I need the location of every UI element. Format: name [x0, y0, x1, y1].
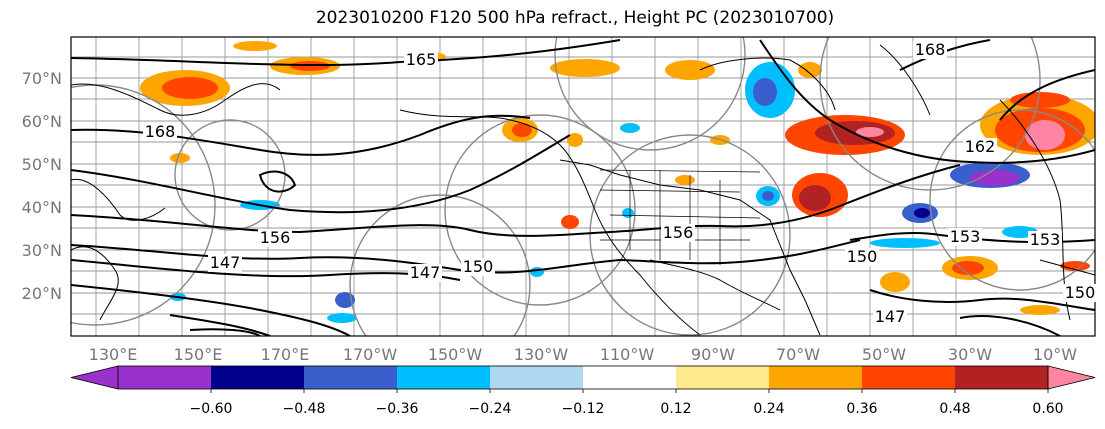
contour-label: 153 [1030, 230, 1061, 249]
colorbar-segment [490, 366, 584, 389]
contour-label-background [948, 228, 982, 246]
contour-label-background [208, 254, 242, 272]
contour-label-background [408, 264, 442, 282]
figure-title: 2023010200 F120 500 hPa refract., Height… [315, 8, 835, 28]
colorbar-tick-label: 0.48 [939, 401, 970, 417]
contour-label: 150 [1065, 283, 1096, 302]
latitude-label: 40°N [22, 198, 62, 217]
longitude-label: 10°W [1033, 345, 1077, 364]
colorbar-extend-high [1047, 365, 1096, 390]
colorbar-tick-label: −0.24 [469, 401, 512, 417]
contour-label-background [461, 258, 495, 276]
contour-label: 156 [260, 228, 291, 247]
colorbar-segment [769, 366, 863, 389]
contour-label: 147 [410, 263, 441, 282]
contour-label: 162 [965, 137, 996, 156]
longitude-label: 150°E [174, 345, 223, 364]
colorbar-ticks: −0.60 −0.48 −0.36 −0.24 −0.12 0.12 0.24 0.36 0.4… [190, 389, 1064, 417]
colorbar-tick-label: −0.48 [283, 401, 326, 417]
longitude-label: 70°W [776, 345, 820, 364]
colorbar-tick-label: −0.60 [190, 401, 233, 417]
contour-label: 147 [875, 307, 906, 326]
colorbar [70, 365, 1096, 390]
longitude-label: 90°W [691, 345, 735, 364]
latitude-label: 60°N [22, 112, 62, 131]
colorbar-segment [397, 366, 491, 389]
longitude-label: 130°E [89, 345, 138, 364]
contour-label-background [913, 41, 947, 59]
contour-label-background [873, 308, 907, 326]
colorbar-tick-label: −0.12 [562, 401, 605, 417]
contour-label-background [258, 229, 292, 247]
contour-label: 156 [663, 223, 694, 242]
longitude-labels: 130°E 150°E 170°E 170°W 150°W 130°W 110°W 90°W 7… [89, 345, 1078, 364]
colorbar-segment [304, 366, 398, 389]
contour-label-background [845, 248, 879, 266]
latitude-label: 20°N [22, 284, 62, 303]
longitude-label: 150°W [428, 345, 483, 364]
colorbar-extend-low [70, 365, 119, 390]
latitude-label: 70°N [22, 69, 62, 88]
contour-label: 147 [210, 253, 241, 272]
contour-label-background [963, 138, 997, 156]
contour-label: 168 [145, 122, 176, 141]
map-layers [71, 37, 1095, 336]
contour-label: 165 [406, 50, 437, 69]
longitude-label: 50°W [862, 345, 906, 364]
contour-labels: 165 168 168 156 147 147 150 156 150 153 162 153 150 1… [143, 40, 1097, 326]
contour-label: 150 [847, 247, 878, 266]
colorbar-tick-label: −0.36 [376, 401, 419, 417]
colorbar-segment [676, 366, 770, 389]
contour-label-background [404, 51, 438, 69]
colorbar-segment [955, 366, 1049, 389]
colorbar-segment [862, 366, 956, 389]
map-background [71, 37, 1095, 336]
contour-label: 153 [950, 227, 981, 246]
refractivity-shading [140, 41, 1095, 323]
contour-label: 168 [915, 40, 946, 59]
height-contours [71, 39, 1095, 336]
contour-label: 150 [463, 257, 494, 276]
contour-label-background [1028, 231, 1062, 249]
colorbar-tick-label: 0.60 [1032, 401, 1063, 417]
longitude-label: 110°W [600, 345, 655, 364]
map-frame [70, 36, 1096, 337]
longitude-label: 30°W [948, 345, 992, 364]
longitude-label: 130°W [514, 345, 569, 364]
colorbar-segment [583, 366, 677, 389]
contour-label-background [661, 224, 695, 242]
longitude-label: 170°W [343, 345, 398, 364]
latitude-labels: 70°N 60°N 50°N 40°N 30°N 20°N [22, 69, 62, 303]
colorbar-segment [118, 366, 212, 389]
colorbar-tick-label: 0.12 [660, 401, 691, 417]
colorbar-tick-label: 0.36 [846, 401, 877, 417]
colorbar-segment [211, 366, 305, 389]
longitude-label: 170°E [261, 345, 310, 364]
colorbar-tick-label: 0.24 [753, 401, 784, 417]
contour-label-background [143, 123, 177, 141]
latitude-label: 50°N [22, 155, 62, 174]
contour-label-background [1063, 284, 1097, 302]
latitude-label: 30°N [22, 241, 62, 260]
